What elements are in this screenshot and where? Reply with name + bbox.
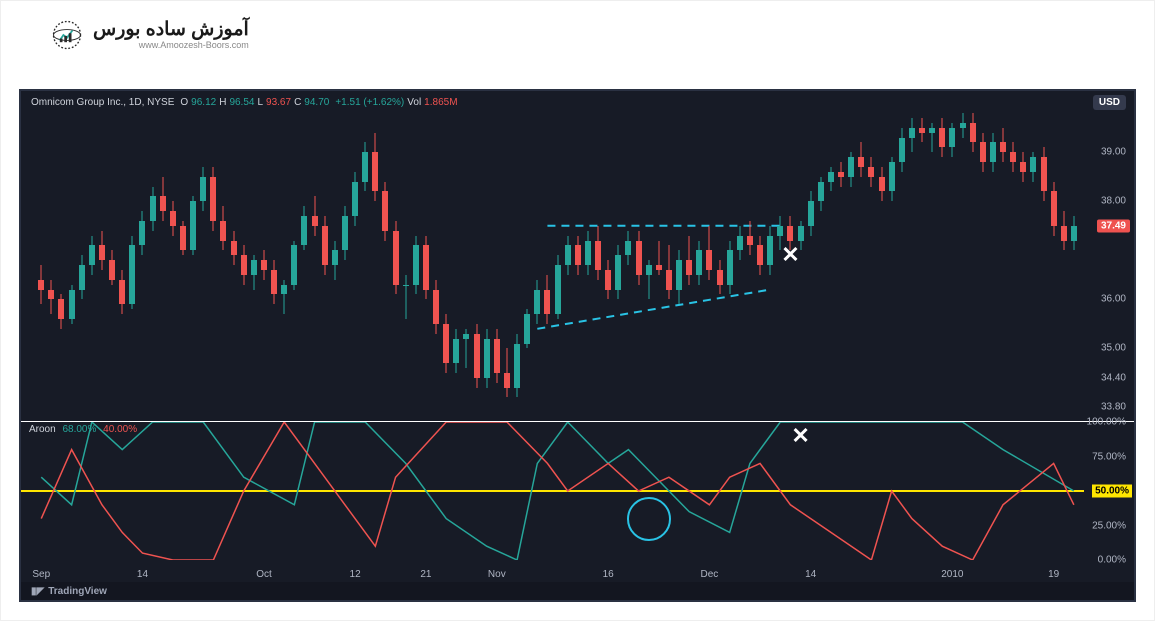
x-annotation: ✕	[791, 423, 809, 449]
price-tick: 38.00	[1101, 196, 1126, 207]
time-tick: 21	[420, 569, 431, 580]
price-annotations-svg	[21, 113, 1084, 422]
logo-title: آموزش ساده بورس	[93, 20, 249, 41]
price-tick: 35.00	[1101, 343, 1126, 354]
page-frame: آموزش ساده بورس www.Amoozesh-Boors.com O…	[0, 0, 1155, 621]
price-chart-pane[interactable]: ✕	[21, 113, 1084, 422]
tradingview-footer: ▮◤TradingView	[21, 582, 1134, 600]
circle-annotation	[627, 497, 671, 541]
aroon-legend: Aroon 68.00% 40.00%	[29, 424, 137, 435]
time-tick: 12	[350, 569, 361, 580]
logo-subtitle: www.Amoozesh-Boors.com	[93, 41, 249, 51]
time-tick: 16	[603, 569, 614, 580]
time-tick: 2010	[941, 569, 963, 580]
aroon-tick: 0.00%	[1098, 555, 1126, 566]
tradingview-chart[interactable]: Omnicom Group Inc., 1D, NYSE O96.12 H96.…	[19, 89, 1136, 602]
aroon-tick: 25.00%	[1092, 520, 1126, 531]
aroon-y-axis[interactable]: 100.00%75.00%50.00%25.00%0.00%	[1084, 422, 1134, 560]
price-y-axis[interactable]: 39.00 38.00 36.00 35.00 37.49 34.40 33.80	[1084, 113, 1134, 422]
price-label: 33.80	[1101, 402, 1126, 413]
aroon-indicator-pane[interactable]: Aroon 68.00% 40.00% ✕	[21, 422, 1084, 560]
time-tick: Dec	[701, 569, 719, 580]
aroon-tick: 100.00%	[1087, 417, 1126, 428]
x-annotation: ✕	[781, 242, 799, 268]
aroon-lines-svg	[21, 422, 1084, 560]
aroon-tick: 50.00%	[1092, 485, 1132, 498]
price-tick: 36.00	[1101, 294, 1126, 305]
currency-badge[interactable]: USD	[1093, 95, 1126, 110]
time-tick: Oct	[256, 569, 272, 580]
price-tick: 39.00	[1101, 147, 1126, 158]
globe-chart-icon	[49, 17, 85, 53]
time-tick: Nov	[488, 569, 506, 580]
time-tick: Sep	[32, 569, 50, 580]
time-tick: 14	[137, 569, 148, 580]
time-x-axis[interactable]: Sep 14 Oct 12 21 Nov 16 Dec 14 2010 19	[21, 560, 1084, 582]
aroon-tick: 75.00%	[1092, 451, 1126, 462]
site-logo: آموزش ساده بورس www.Amoozesh-Boors.com	[49, 17, 249, 53]
symbol-name: Omnicom Group Inc., 1D, NYSE	[31, 97, 174, 108]
price-label: 37.49	[1097, 220, 1130, 233]
time-tick: 14	[805, 569, 816, 580]
ticker-legend: Omnicom Group Inc., 1D, NYSE O96.12 H96.…	[21, 91, 1134, 113]
price-label: 34.40	[1101, 372, 1126, 383]
time-tick: 19	[1048, 569, 1059, 580]
